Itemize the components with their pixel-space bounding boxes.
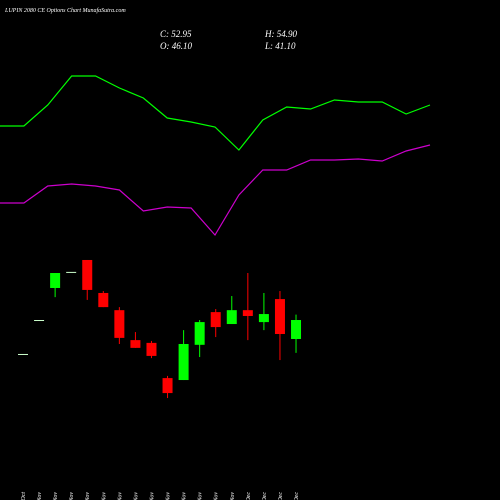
x-tick-label: 27 Nov: [214, 492, 220, 500]
x-tick-label: 28 Nov: [230, 492, 236, 500]
candle-body: [50, 273, 61, 288]
x-tick-label: 24 Nov: [165, 492, 172, 500]
x-tick-label: 25 Nov: [182, 492, 188, 500]
x-tick-label: 18 Nov: [101, 492, 107, 500]
candle-body: [146, 342, 157, 356]
x-tick-label: 19 Nov: [117, 492, 123, 500]
x-tick-label: 12 Nov: [37, 492, 43, 500]
x-tick-label: 04 Dec: [293, 492, 300, 500]
candle-body: [162, 378, 173, 394]
candle-body: [34, 320, 45, 322]
candle-body: [210, 312, 221, 328]
x-tick-label: 20 Nov: [133, 492, 139, 500]
x-tick-label: 02 Dec: [262, 492, 268, 500]
candle-body: [274, 299, 285, 335]
x-tick-label: 03 Dec: [278, 492, 284, 500]
candle-body: [130, 340, 141, 348]
open-label: O: 46.10: [160, 41, 192, 51]
candle-body: [114, 310, 125, 338]
x-tick-label: 14 Nov: [68, 492, 75, 500]
candle-body: [98, 292, 109, 308]
candle-body: [291, 320, 302, 340]
candle-body: [242, 310, 253, 316]
indicator-line: [0, 75, 431, 151]
chart-title: LUPIN 2080 CE Options Chart MunafaSutra.…: [4, 7, 126, 14]
candle-body: [66, 271, 77, 273]
x-tick-label: 21 Nov: [149, 492, 155, 500]
low-label: L: 41.10: [264, 41, 296, 51]
x-tick-label: 13 Nov: [53, 492, 59, 500]
close-label: C: 52.95: [160, 29, 192, 39]
candle-body: [82, 259, 93, 290]
x-tick-label: 21 Oct: [21, 492, 27, 500]
high-label: H: 54.90: [264, 29, 297, 39]
candle-body: [258, 314, 269, 323]
candle-body: [178, 343, 189, 381]
indicator-line: [0, 144, 431, 237]
candle-body: [18, 353, 28, 355]
x-tick-label: 26 Nov: [198, 492, 204, 500]
x-tick-label: 17 Nov: [85, 492, 91, 500]
candle-body: [226, 310, 237, 325]
candle-body: [194, 322, 205, 345]
x-tick-label: 01 Dec: [246, 492, 252, 500]
